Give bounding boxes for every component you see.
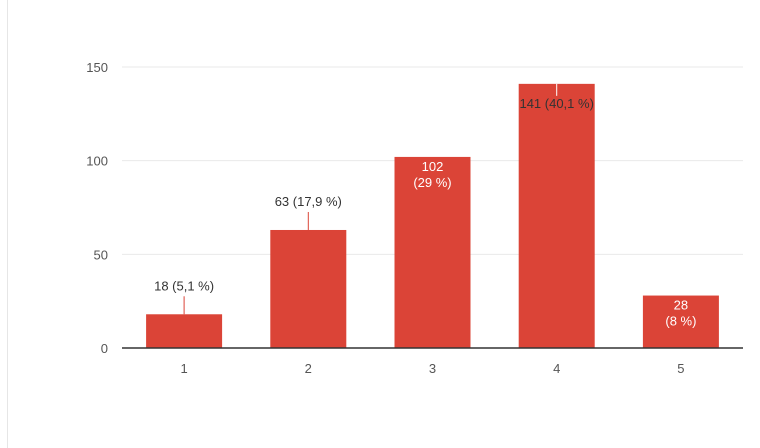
y-tick-label: 50 [94, 247, 108, 262]
x-tick-label: 5 [677, 361, 684, 376]
data-label: 18 (5,1 %) [154, 278, 214, 293]
data-labels: 18 (5,1 %) 63 (17,9 %) 102(29 %) 141 (40,1 … [154, 83, 696, 329]
data-label: (8 %) [665, 314, 696, 329]
x-axis-ticks: 1 2 3 4 5 [180, 361, 684, 376]
y-tick-label: 150 [86, 60, 108, 75]
bar-3 [394, 156, 471, 348]
bar-4 [518, 83, 595, 349]
bar-1 [146, 314, 223, 348]
y-tick-label: 100 [86, 154, 108, 169]
data-label: 63 (17,9 %) [275, 194, 342, 209]
bar-2 [270, 229, 347, 348]
data-label: 102 [422, 159, 444, 174]
x-tick-label: 4 [553, 361, 560, 376]
data-label: 141 (40,1 %) [519, 96, 593, 111]
y-tick-label: 0 [101, 341, 108, 356]
panel-border [7, 0, 8, 448]
bar-5 [642, 295, 719, 348]
x-tick-label: 1 [180, 361, 187, 376]
x-tick-label: 2 [305, 361, 312, 376]
y-axis-ticks: 0 50 100 150 [86, 60, 108, 356]
data-label: (29 %) [413, 175, 451, 190]
x-tick-label: 3 [429, 361, 436, 376]
data-label: 28 [674, 298, 688, 313]
bars [146, 83, 719, 349]
